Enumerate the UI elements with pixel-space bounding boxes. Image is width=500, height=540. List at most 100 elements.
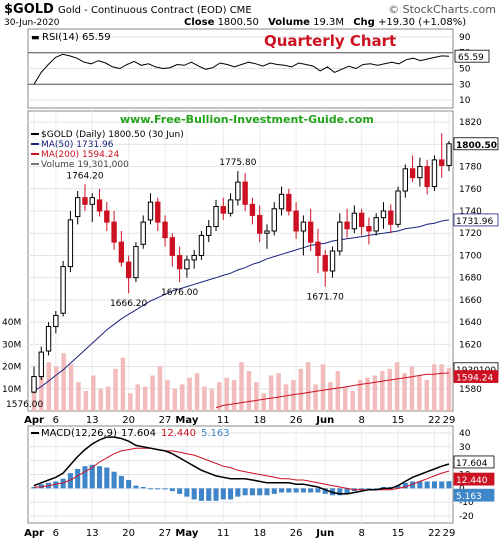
macd-histogram-bar xyxy=(67,473,73,489)
volume-tick-label: 40M xyxy=(2,318,21,328)
volume-bar xyxy=(446,368,452,411)
macd-tick-label: -20 xyxy=(459,512,474,522)
macd-tag-box xyxy=(453,472,495,486)
price-tick-label: 1640 xyxy=(459,318,482,328)
price-annotation: 1666.20 xyxy=(110,299,147,309)
header-watermark: © StockCharts.com xyxy=(388,3,496,16)
candle-body xyxy=(417,166,423,179)
rsi-tick-label: 50 xyxy=(459,65,471,75)
price-tag-box xyxy=(453,370,499,383)
candles xyxy=(31,133,452,394)
candle-body xyxy=(431,159,438,188)
macd-histogram-bar xyxy=(300,488,306,493)
candle-body xyxy=(337,221,343,252)
macd-histogram-bar xyxy=(111,471,117,489)
volume-bar xyxy=(254,382,259,411)
candle-body xyxy=(206,226,212,236)
legend-label: MA(50) 1731.96 xyxy=(41,140,114,150)
candle-body xyxy=(89,197,95,205)
volume-bar xyxy=(187,377,192,411)
header-name-text: Gold - Continuous Contract (EOD) xyxy=(58,5,227,16)
volume-bar xyxy=(365,377,370,411)
price-x-label: Jun xyxy=(315,415,334,426)
macd-histogram-bar xyxy=(308,488,314,493)
macd-histogram-bar xyxy=(191,488,197,500)
macd-histogram-bar xyxy=(213,488,219,501)
macd-histogram-bar xyxy=(359,488,365,490)
macd-histogram-bar xyxy=(293,488,299,493)
candle-body xyxy=(53,314,59,328)
price-x-label: 22 xyxy=(428,415,441,426)
candle-body xyxy=(264,230,270,234)
macd-x-label: May xyxy=(175,528,198,539)
macd-histogram-bar xyxy=(140,486,146,489)
legend-label: Volume 19,301,000 xyxy=(41,160,129,170)
macd-histogram-bar xyxy=(395,485,401,489)
volume-bar xyxy=(380,371,385,411)
macd-tag-box xyxy=(453,488,495,502)
candle-body xyxy=(373,217,379,232)
ma200-series-line xyxy=(215,372,450,409)
volume-bar xyxy=(46,362,52,411)
macd-legend-value: 17.604 xyxy=(121,428,156,439)
price-tick-label: 1740 xyxy=(459,207,482,217)
macd-x-label: 11 xyxy=(217,528,230,539)
candle-body xyxy=(409,168,416,179)
price-tick-label: 1580 xyxy=(459,385,482,395)
macd-histogram-bar xyxy=(206,488,212,501)
site-url: www.Free-Bullion-Investment-Guide.com xyxy=(120,113,374,126)
ma50-line xyxy=(33,219,450,392)
candle-body xyxy=(286,193,292,212)
volume-bar xyxy=(105,386,111,411)
candle-body xyxy=(155,201,161,223)
candle-body xyxy=(380,210,387,219)
volume-bar xyxy=(76,382,81,411)
candle-body xyxy=(184,259,190,270)
volume-bar xyxy=(350,391,355,411)
macd-tag-value: 5.163 xyxy=(456,492,482,502)
macd-histogram-bar xyxy=(424,481,430,489)
volume-bar xyxy=(31,379,37,411)
price-panel xyxy=(27,110,454,412)
volume-bar xyxy=(217,382,222,411)
macd-histogram-bar xyxy=(366,488,372,490)
candle-body xyxy=(147,201,154,221)
macd-tag-value: 12.440 xyxy=(456,476,488,486)
volume-bar xyxy=(142,386,148,411)
macd-main-line xyxy=(33,436,450,495)
macd-tick-label: 40 xyxy=(459,429,471,439)
candle-body xyxy=(162,221,168,239)
macd-histogram-bar xyxy=(264,488,270,496)
volume-bar xyxy=(39,359,44,411)
close-label: Close xyxy=(184,17,215,28)
volume-bar xyxy=(246,371,252,411)
volume-bar xyxy=(261,393,266,411)
volume-bar xyxy=(335,371,341,411)
macd-histogram-bar xyxy=(147,488,154,490)
candle-body xyxy=(45,326,52,352)
volume-bar xyxy=(224,377,229,411)
volume-label: Volume xyxy=(268,17,310,28)
candle-body xyxy=(227,199,234,214)
macd-histogram-bar xyxy=(75,468,81,489)
price-x-label: 11 xyxy=(217,415,230,426)
legend-label: $GOLD (Daily) 1800.50 (30 Jun) xyxy=(41,130,184,140)
candle-body xyxy=(388,210,394,225)
price-tick-label: 1820 xyxy=(459,118,482,128)
candle-body xyxy=(31,376,37,393)
candle-body xyxy=(439,159,445,166)
macd-x-label: 18 xyxy=(253,528,266,539)
macd-histogram-bar xyxy=(417,481,423,489)
macd-x-label: 22 xyxy=(428,528,441,539)
macd-histogram-bar xyxy=(118,475,124,489)
volume-bar xyxy=(268,375,274,411)
volume-bar xyxy=(83,391,89,411)
volume-bar xyxy=(402,373,407,411)
macd-histogram-bar xyxy=(104,467,110,489)
candle-body xyxy=(169,237,176,256)
volume-bar xyxy=(53,366,59,411)
macd-x-label: Apr xyxy=(24,528,44,539)
price-annotation: 1764.20 xyxy=(66,171,103,181)
header-symbol: $GOLD xyxy=(4,2,54,17)
macd-x-axis: Apr 6 13 20 27 May 11 18 26 Jun 8 15 22 29 xyxy=(24,528,455,539)
